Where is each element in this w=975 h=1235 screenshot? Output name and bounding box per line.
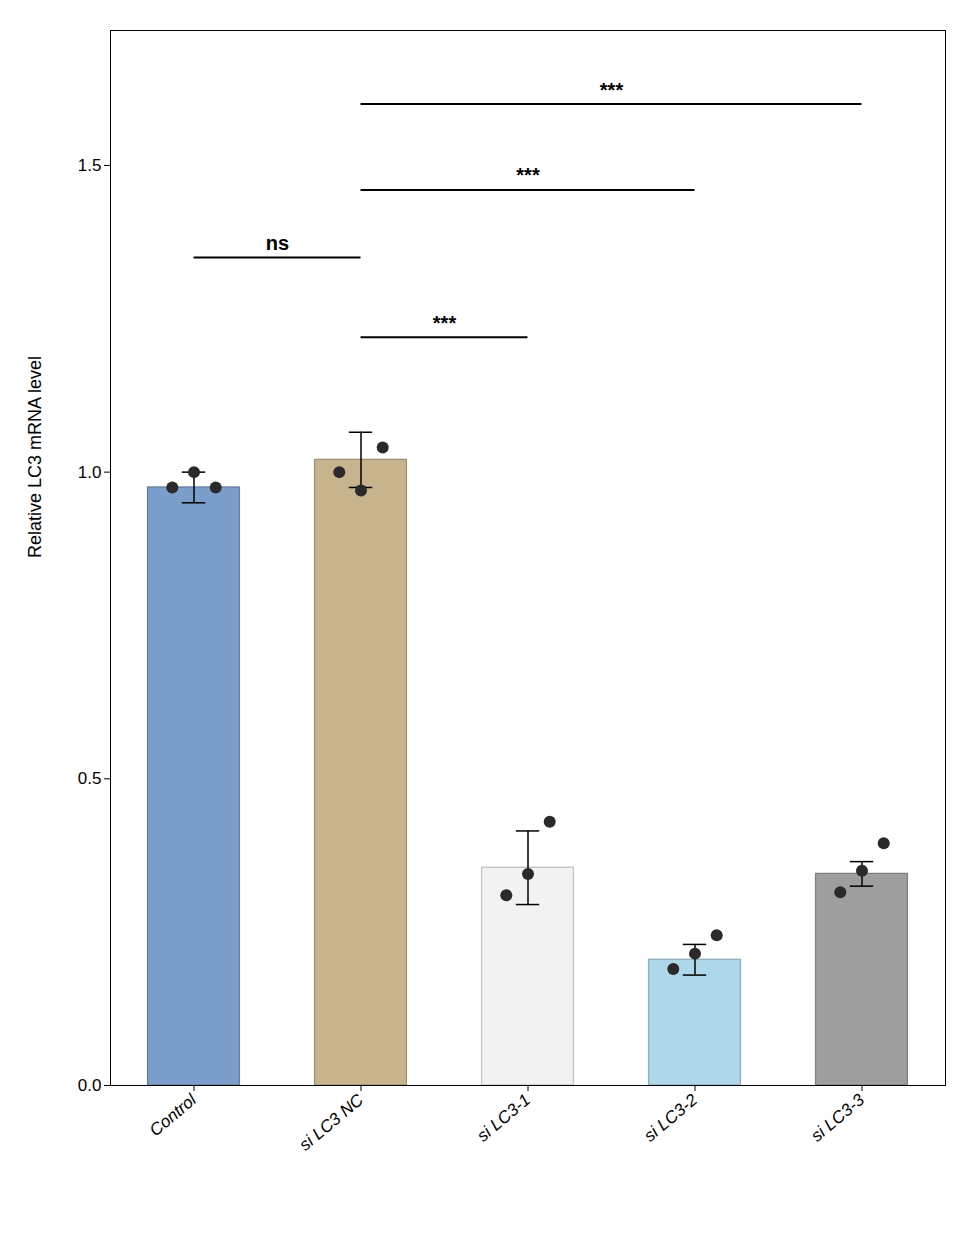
svg-text:Control: Control: [146, 1089, 201, 1140]
svg-text:si LC3 NC: si LC3 NC: [296, 1090, 368, 1155]
svg-text:***: ***: [600, 79, 624, 101]
svg-text:ns: ns: [266, 232, 289, 254]
svg-text:1.5: 1.5: [78, 156, 102, 175]
svg-text:si LC3-3: si LC3-3: [807, 1090, 868, 1146]
svg-text:0.0: 0.0: [78, 1076, 102, 1095]
svg-text:0.5: 0.5: [78, 769, 102, 788]
svg-text:si LC3-1: si LC3-1: [473, 1090, 534, 1145]
svg-text:***: ***: [516, 164, 540, 186]
svg-text:1.0: 1.0: [78, 463, 102, 482]
svg-text:***: ***: [433, 312, 457, 334]
svg-text:si LC3-2: si LC3-2: [640, 1090, 701, 1146]
svg-text:Relative LC3 mRNA level: Relative LC3 mRNA level: [25, 356, 45, 558]
